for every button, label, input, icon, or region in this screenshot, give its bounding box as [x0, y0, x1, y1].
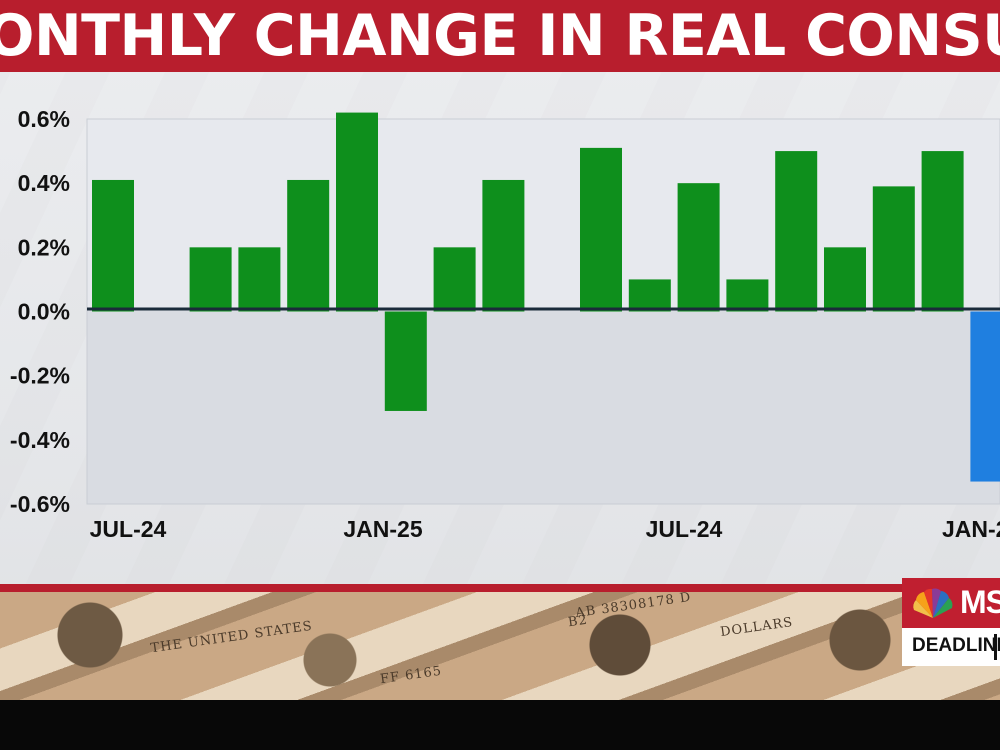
bar [970, 311, 1000, 482]
show-name: DEADLINE [912, 635, 1000, 656]
bar [482, 179, 525, 312]
bill-serial: AB 38308178 D [574, 589, 693, 622]
panel-bottom-border [0, 584, 1000, 592]
x-tick-label: JUL-24 [90, 516, 167, 542]
show-divider [994, 634, 997, 660]
bar [238, 247, 281, 312]
bar [384, 311, 427, 411]
y-tick-label: 0.6% [18, 106, 70, 132]
y-tick-label: 0.4% [18, 170, 70, 196]
header-banner: ONTHLY CHANGE IN REAL CONSUMER SPENDING [0, 0, 1000, 72]
bar [189, 247, 232, 312]
y-tick-label: -0.4% [10, 427, 70, 453]
y-axis-ticks: 0.6% 0.4% 0.2% 0.0% -0.2% -0.4% -0.6% [10, 106, 70, 517]
bar [92, 179, 134, 312]
x-tick-label: JUL-24 [646, 516, 723, 542]
bar [677, 183, 720, 312]
bill-code: B2 [567, 612, 589, 631]
bar-chart: 0.6% 0.4% 0.2% 0.0% -0.2% -0.4% -0.6% JUL-24 JA… [10, 106, 1000, 542]
y-tick-label: -0.6% [10, 491, 70, 517]
y-tick-label: 0.0% [18, 299, 70, 325]
bar [872, 186, 915, 312]
bill-text-b: DOLLARS [719, 614, 795, 641]
peacock-icon [913, 588, 953, 618]
network-name: MS [960, 584, 1000, 620]
chart-title: ONTHLY CHANGE IN REAL CONSUMER SPENDING [0, 3, 1000, 69]
bar [433, 247, 476, 312]
x-axis-ticks: JUL-24 JAN-25 JUL-24 JAN-2 [90, 516, 1000, 542]
dollar-bills-image: AB 38308178 D B2 FF 6165 THE UNITED STAT… [0, 590, 1000, 700]
bars-group [92, 112, 1000, 482]
bar [775, 151, 818, 312]
x-tick-label: JAN-2 [942, 516, 1000, 542]
y-tick-label: -0.2% [10, 363, 70, 389]
y-tick-label: 0.2% [18, 234, 70, 260]
show-name-box: DEADLINE [902, 628, 1000, 666]
bar [336, 112, 378, 312]
bar [580, 147, 622, 312]
plot-area-lower [86, 308, 1000, 505]
bar [824, 247, 866, 312]
bar [287, 179, 330, 312]
bill-small-serial: FF 6165 [379, 663, 444, 688]
bill-text-a: THE UNITED STATES [149, 618, 314, 657]
screen-bezel [0, 700, 1000, 750]
bar [628, 279, 671, 312]
bar [726, 279, 769, 312]
network-logo: MS [902, 578, 1000, 628]
x-tick-label: JAN-25 [343, 516, 422, 542]
bar [921, 151, 964, 312]
